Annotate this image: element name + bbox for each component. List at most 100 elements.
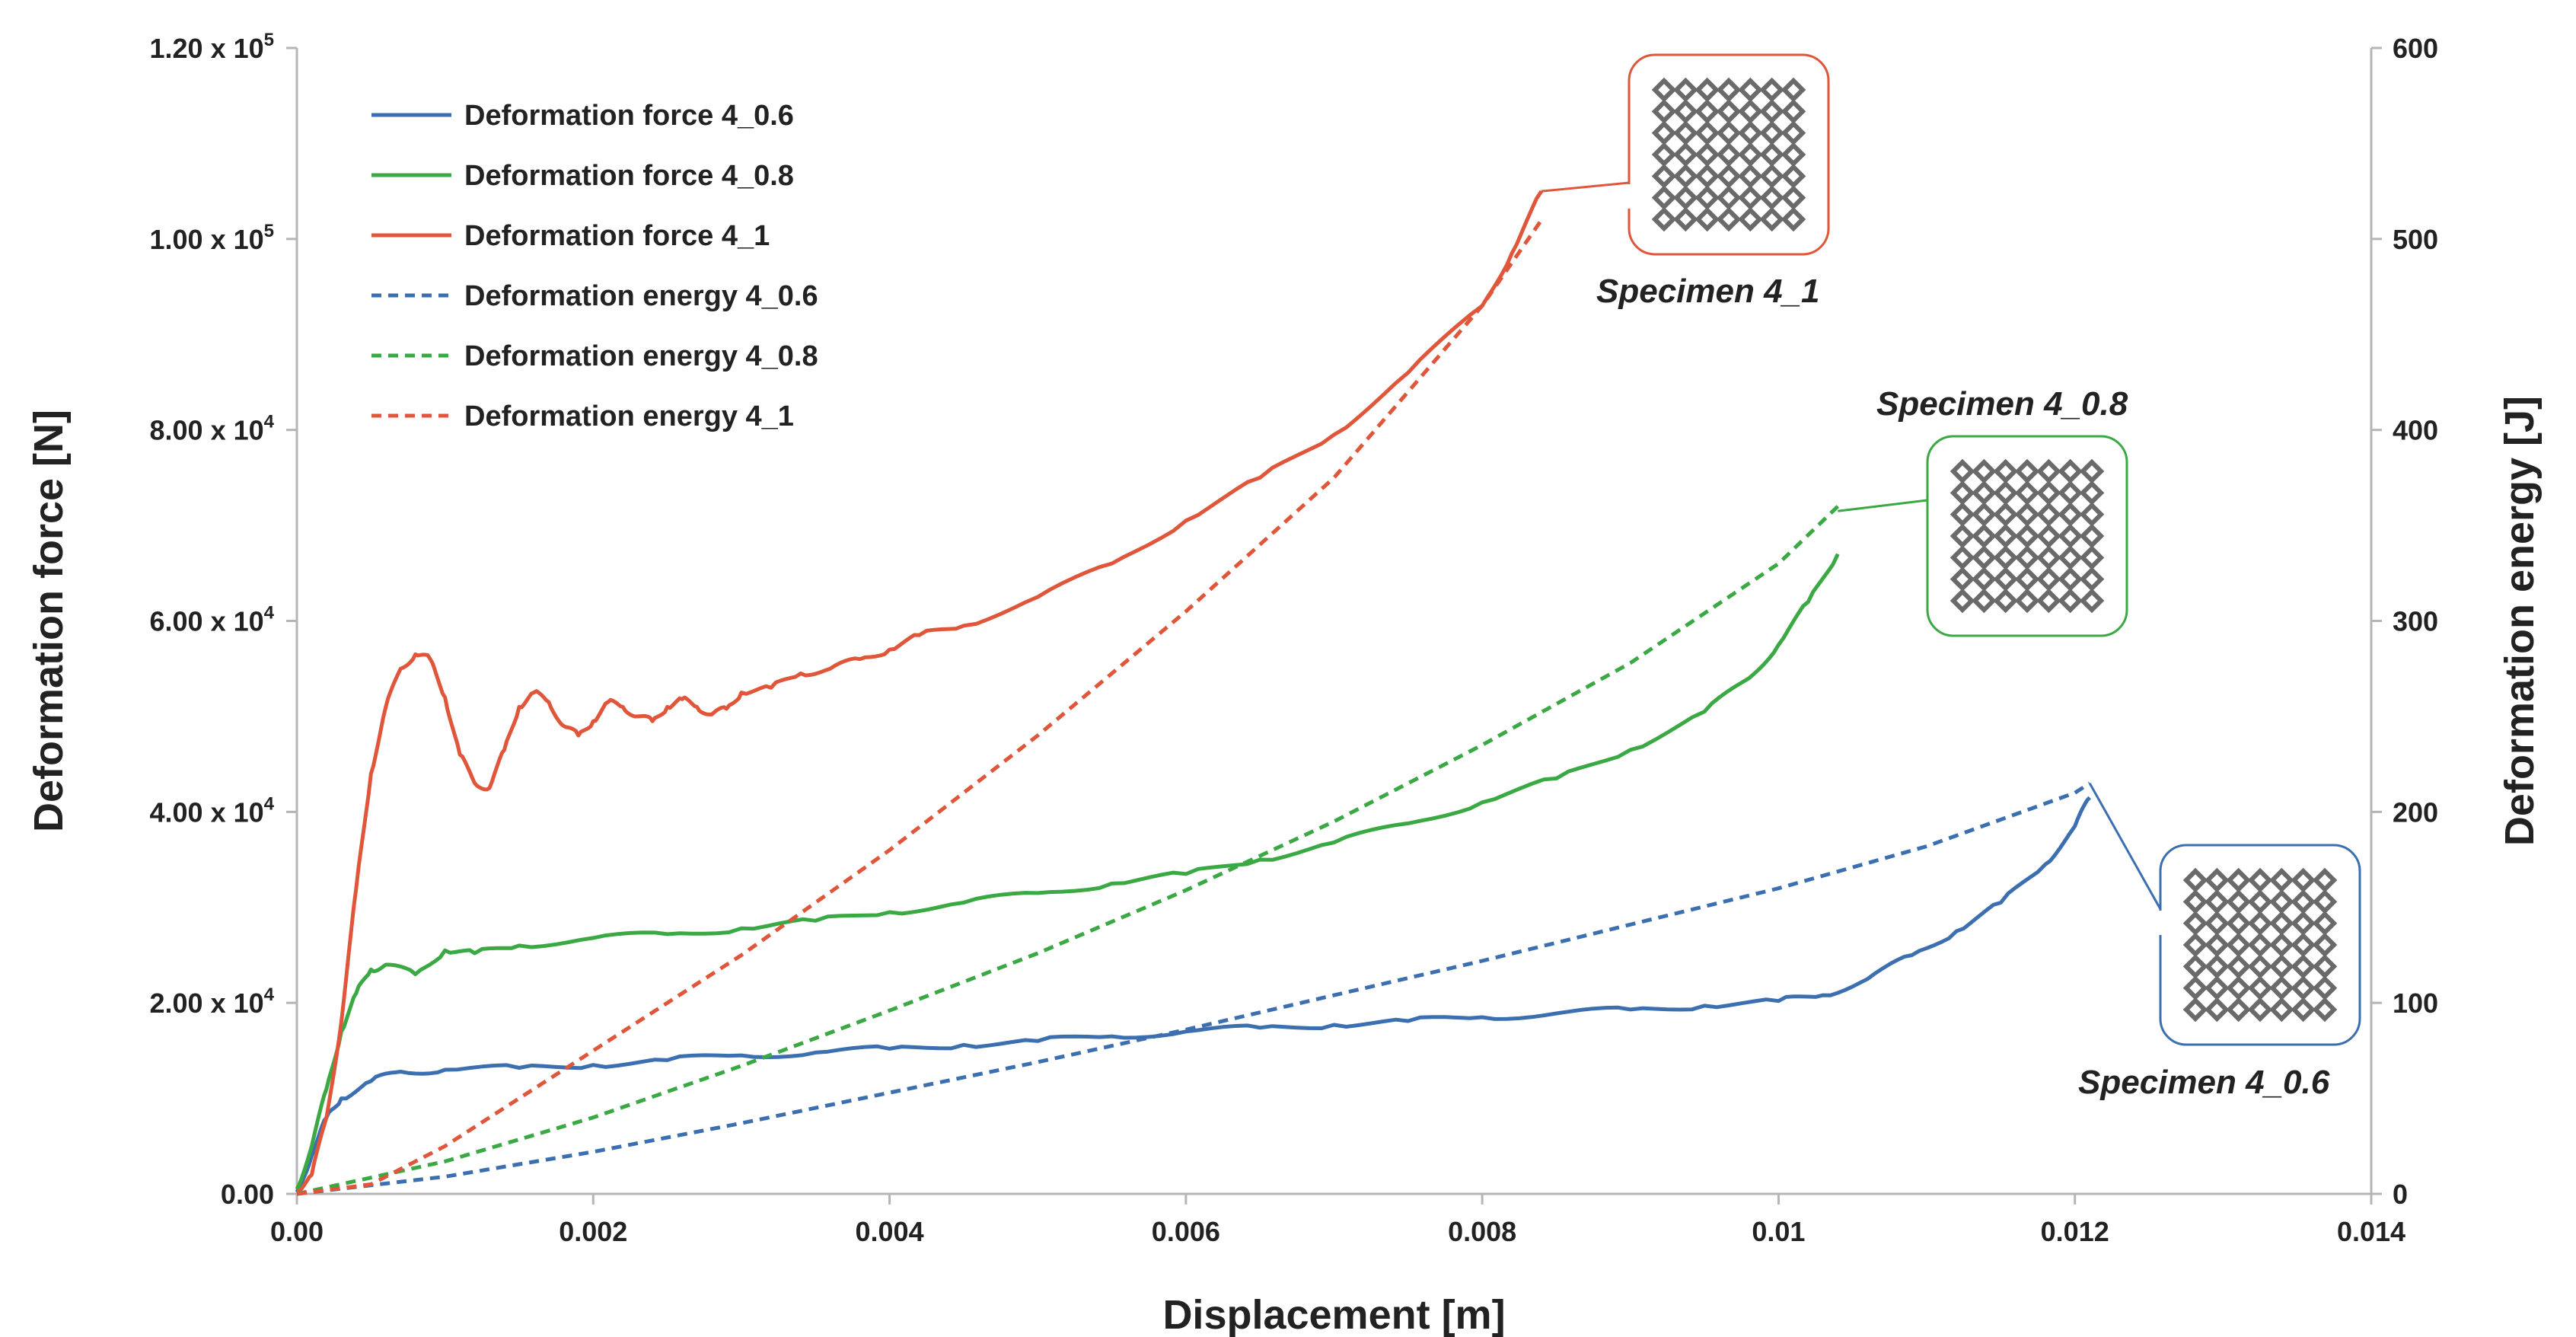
specimen-label-2: Specimen 4_0.8 <box>1876 385 2128 423</box>
y2-tick-label: 400 <box>2393 415 2438 446</box>
lattice-cell-2 <box>1993 502 2018 527</box>
lattice-cell-1 <box>1694 164 1720 189</box>
lattice-cell-1 <box>1738 185 1763 210</box>
lattice-cell-1 <box>1738 120 1763 145</box>
x-tick-label: 0.006 <box>1152 1216 1220 1247</box>
lattice-cell-2 <box>2079 502 2105 527</box>
lattice-cell-1 <box>1673 206 1698 232</box>
lattice-cell-3 <box>2247 889 2273 914</box>
lattice-cell-2 <box>2014 502 2040 527</box>
legend-label-1: Deformation force 4_0.6 <box>464 100 794 132</box>
y2-tick-label: 600 <box>2393 33 2438 64</box>
lattice-cell-2 <box>2014 523 2040 549</box>
lattice-cell-3 <box>2312 932 2338 958</box>
lattice-cell-1 <box>1673 120 1698 145</box>
y2-tick-label: 200 <box>2393 796 2438 828</box>
lattice-cell-2 <box>1950 588 1975 614</box>
lattice-cell-1 <box>1651 120 1677 145</box>
series-line-3 <box>296 190 1544 1194</box>
lattice-cell-2 <box>2036 458 2061 484</box>
lattice-cell-1 <box>1716 185 1742 210</box>
lattice-cell-3 <box>2291 975 2316 1000</box>
lattice-cell-3 <box>2269 911 2294 936</box>
lattice-cell-3 <box>2182 954 2208 979</box>
lattice-cell-1 <box>1651 99 1677 124</box>
lattice-cell-3 <box>2182 997 2208 1023</box>
lattice-cell-1 <box>1673 77 1698 103</box>
lattice-cell-1 <box>1759 164 1784 189</box>
lattice-cell-2 <box>2036 523 2061 549</box>
lattice-cell-2 <box>2079 545 2105 570</box>
lattice-cell-3 <box>2226 954 2251 979</box>
lattice-cell-1 <box>1716 164 1742 189</box>
lattice-cell-1 <box>1759 142 1784 168</box>
lattice-cell-2 <box>1950 545 1975 570</box>
lattice-cell-2 <box>2079 458 2105 484</box>
y2-tick-label: 100 <box>2393 988 2438 1019</box>
lattice-cell-3 <box>2205 911 2230 936</box>
specimen-label-3: Specimen 4_0.6 <box>2078 1064 2330 1101</box>
lattice-cell-3 <box>2269 932 2294 958</box>
lattice-cell-2 <box>2014 588 2040 614</box>
x-axis-title: Displacement [m] <box>1162 1292 1505 1337</box>
lattice-cell-3 <box>2205 975 2230 1000</box>
lattice-cell-3 <box>2247 954 2273 979</box>
lattice-cell-1 <box>1694 206 1720 232</box>
callout-box-2 <box>1926 435 2128 637</box>
legend-label-3: Deformation force 4_1 <box>464 220 770 252</box>
lattice-cell-2 <box>1972 588 1997 614</box>
lattice-cell-1 <box>1673 164 1698 189</box>
lattice-cell-3 <box>2312 911 2338 936</box>
legend-label-5: Deformation energy 4_0.8 <box>464 340 818 372</box>
lattice-cell-2 <box>1993 523 2018 549</box>
lattice-cell-2 <box>1950 480 1975 506</box>
lattice-cell-1 <box>1759 99 1784 124</box>
lattice-cell-1 <box>1716 99 1742 124</box>
y2-tick-label: 0 <box>2393 1179 2408 1210</box>
x-tick-label: 0.012 <box>2041 1216 2109 1247</box>
callout-3 <box>2088 782 2361 1046</box>
lattice-cell-2 <box>2036 545 2061 570</box>
lattice-cell-2 <box>1972 458 1997 484</box>
lattice-cell-2 <box>2058 458 2083 484</box>
lattice-cell-1 <box>1759 206 1784 232</box>
callout-2 <box>1838 435 2128 637</box>
lattice-cell-2 <box>2079 566 2105 592</box>
lattice-cell-3 <box>2205 932 2230 958</box>
x-tick-label: 0.002 <box>559 1216 627 1247</box>
lattice-cell-3 <box>2269 975 2294 1000</box>
lattice-cell-3 <box>2291 954 2316 979</box>
y-tick-label: 8.00 x 104 <box>150 412 275 446</box>
lattice-cell-3 <box>2247 867 2273 893</box>
lattice-cell-2 <box>2058 480 2083 506</box>
lattice-cell-1 <box>1716 120 1742 145</box>
lattice-cell-3 <box>2182 975 2208 1000</box>
lattice-cell-3 <box>2247 975 2273 1000</box>
lattice-cell-1 <box>1738 99 1763 124</box>
lattice-cell-2 <box>1993 458 2018 484</box>
lattice-cell-2 <box>2014 480 2040 506</box>
lattice-cell-2 <box>1950 502 1975 527</box>
lattice-cell-1 <box>1781 164 1806 189</box>
callout-pointer-1 <box>1541 181 1631 210</box>
lattice-cell-1 <box>1738 142 1763 168</box>
series-line-2 <box>295 553 1840 1190</box>
x-tick-label: 0.008 <box>1448 1216 1516 1247</box>
lattice-cell-3 <box>2226 911 2251 936</box>
lattice-cell-1 <box>1738 77 1763 103</box>
lattice-cell-2 <box>1972 545 1997 570</box>
lattice-cell-1 <box>1759 120 1784 145</box>
y-tick-label: 1.20 x 105 <box>150 30 275 64</box>
lattice-cell-2 <box>2079 480 2105 506</box>
lattice-cell-1 <box>1651 77 1677 103</box>
legend-label-4: Deformation energy 4_0.6 <box>464 280 818 312</box>
lattice-cell-2 <box>2058 566 2083 592</box>
lattice-cell-1 <box>1716 206 1742 232</box>
lattice-cell-3 <box>2226 975 2251 1000</box>
lattice-cell-3 <box>2312 889 2338 914</box>
lattice-cell-2 <box>1993 545 2018 570</box>
lattice-cell-3 <box>2205 889 2230 914</box>
lattice-cell-1 <box>1716 77 1742 103</box>
